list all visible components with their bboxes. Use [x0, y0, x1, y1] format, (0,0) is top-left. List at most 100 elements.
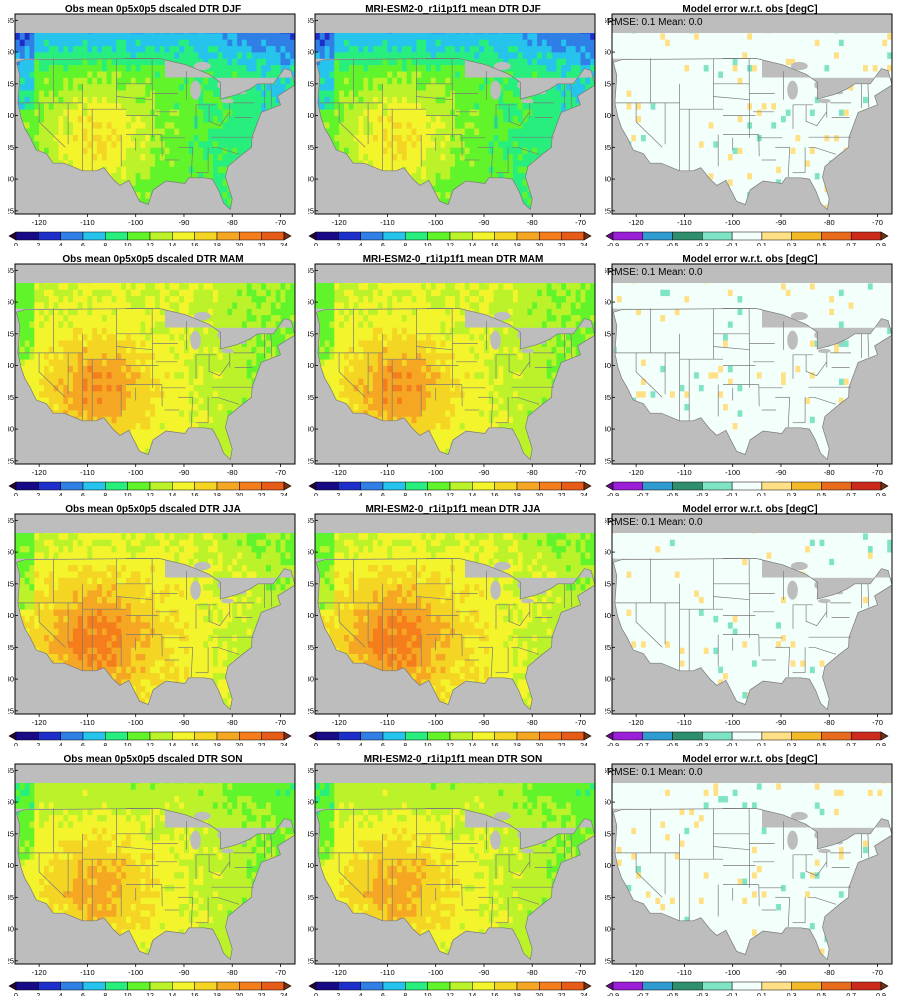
colorbar: 024681012141618202224 [308, 231, 592, 246]
colorbar-segment [791, 731, 822, 741]
colorbar-tick-label: 12 [146, 243, 154, 246]
map-panel-djf-obs: -120-110-100-90-80-702530354045505502468… [8, 0, 298, 246]
colorbar-segment [539, 231, 562, 241]
colorbar-tick-label: 0 [14, 743, 18, 746]
y-tick-label: 55 [308, 266, 314, 275]
x-tick-label: -80 [527, 968, 538, 977]
y-tick-label: 30 [605, 675, 611, 684]
lake-mask [521, 848, 534, 854]
colorbar-segment [60, 231, 84, 241]
colorbar-tick-label: 12 [446, 243, 454, 246]
map-panel-jja-model: -120-110-100-90-80-702530354045505502468… [308, 500, 598, 746]
colorbar-tick-label: 24 [280, 243, 288, 246]
colorbar-segment [539, 481, 562, 491]
colorbar-tick-label: 4 [59, 743, 63, 746]
y-tick-label: 55 [605, 516, 611, 525]
colorbar-tick-label: 14 [168, 993, 176, 996]
rmse-mean-stats: RMSE: 0.1 Mean: 0.0 [607, 267, 703, 278]
lake-mask [221, 598, 234, 604]
colorbar-segment [472, 731, 495, 741]
y-tick-label: 35 [8, 393, 14, 402]
lake-mask [193, 311, 211, 321]
y-tick-label: 30 [308, 425, 314, 434]
colorbar-tick-label: 0.5 [817, 993, 827, 996]
colorbar-tick-label: 4 [59, 993, 63, 996]
y-tick-label: 55 [605, 766, 611, 775]
y-tick-label: 50 [8, 48, 14, 57]
colorbar-tick-label: 0 [14, 493, 18, 496]
y-tick-label: 55 [8, 516, 14, 525]
lake-mask [221, 98, 234, 104]
colorbar: -0.9 -0.7 -0.5 -0.3 -0.1 0.1 0.3 0.5 0.7 0.9 [605, 981, 889, 996]
colorbar-segment [261, 231, 285, 241]
colorbar-segment [239, 481, 262, 491]
colorbar-segment [315, 731, 339, 741]
lake-mask [217, 831, 225, 839]
colorbar-tick-label: 0.3 [787, 243, 797, 246]
panel-title: MRI-ESM2-0_r1i1p1f1 mean DTR JJA [308, 504, 598, 515]
x-tick-label: -100 [128, 468, 143, 477]
y-tick-label: 35 [308, 143, 314, 152]
map-plot: -120-110-100-90-80-702530354045505502468… [8, 13, 296, 246]
map-panel-mam-obs: -120-110-100-90-80-702530354045505502468… [8, 250, 298, 496]
colorbar-tick-label: 14 [168, 743, 176, 746]
colorbar-tick-label: 14 [468, 743, 476, 746]
colorbar-tick-label: 6 [81, 993, 85, 996]
y-tick-label: 35 [605, 393, 611, 402]
colorbar-segment [472, 981, 495, 991]
y-tick-label: 45 [8, 79, 14, 88]
map-plot: -120-110-100-90-80-7025303540455055-0.9-… [605, 263, 893, 496]
y-tick-label: 25 [605, 956, 611, 965]
colorbar-segment [472, 481, 495, 491]
lake-mask [790, 811, 808, 821]
x-tick-label: -110 [380, 218, 394, 227]
y-tick-label: 25 [308, 456, 314, 465]
y-tick-label: 55 [8, 266, 14, 275]
lake-mask [521, 598, 534, 604]
colorbar-tick-label: -0.9 [607, 743, 619, 746]
map-panel-son-obs: -120-110-100-90-80-702530354045505502468… [8, 750, 298, 996]
plot-frame [14, 13, 296, 215]
colorbar-tick-label: 0.1 [757, 493, 767, 496]
colorbar-tick-label: -0.5 [667, 243, 679, 246]
x-tick-label: -120 [32, 968, 47, 977]
x-tick-label: -110 [80, 468, 94, 477]
x-tick-label: -120 [629, 218, 644, 227]
colorbar-segment [360, 981, 384, 991]
y-tick-label: 25 [8, 206, 14, 215]
colorbar-tick-label: 4 [359, 243, 363, 246]
colorbar-segment [105, 731, 128, 741]
colorbar-segment [516, 981, 540, 991]
colorbar-tick-label: 0.7 [846, 493, 856, 496]
x-tick-label: -90 [479, 468, 490, 477]
colorbar-segment [494, 231, 518, 241]
colorbar-tick-label: 0.9 [876, 243, 886, 246]
y-tick-label: 40 [8, 611, 14, 620]
colorbar-tick-label: 14 [468, 493, 476, 496]
colorbar-segment [612, 981, 644, 991]
panel-title: MRI-ESM2-0_r1i1p1f1 mean DTR DJF [308, 4, 598, 15]
colorbar-tick-label: 24 [280, 993, 288, 996]
y-tick-label: 50 [308, 548, 314, 557]
y-tick-label: 40 [308, 861, 314, 870]
lake-mask [193, 61, 211, 71]
colorbar-segment [15, 981, 39, 991]
colorbar-tick-label: 16 [191, 743, 199, 746]
plot-frame [14, 263, 296, 465]
colorbar-tick-label: 16 [491, 743, 499, 746]
colorbar-segment [82, 481, 106, 491]
state-borders [16, 308, 296, 461]
colorbar-tick-label: 4 [59, 493, 63, 496]
y-tick-label: 55 [8, 16, 14, 25]
colorbar-tick-label: 20 [535, 993, 543, 996]
y-tick-label: 50 [8, 798, 14, 807]
colorbar-segment [850, 231, 882, 241]
colorbar-tick-label: -0.9 [607, 493, 619, 496]
colorbar-tick-label: 10 [124, 243, 132, 246]
colorbar-tick-label: 18 [213, 743, 221, 746]
colorbar-segment [405, 981, 428, 991]
x-tick-label: -110 [80, 718, 94, 727]
colorbar-tick-label: 0 [14, 243, 18, 246]
x-tick-label: -80 [227, 718, 238, 727]
y-tick-label: 40 [308, 611, 314, 620]
